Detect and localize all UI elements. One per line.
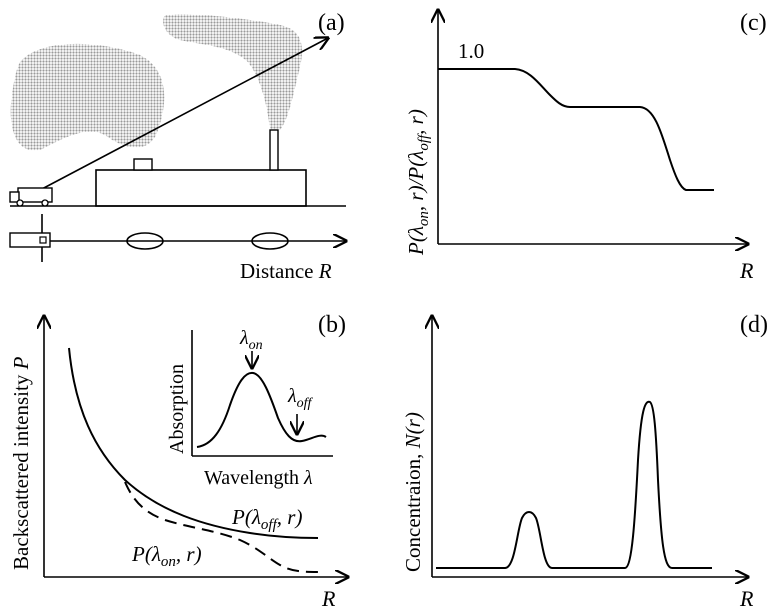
c-x-label: R: [739, 258, 754, 283]
d-concentration-curve: [436, 400, 712, 569]
panel-d-tag: (d): [740, 312, 768, 338]
panel-c-tag: (c): [740, 10, 767, 36]
inset-y-label: Absorption: [166, 364, 188, 454]
b-on-label: P(λon, r): [131, 542, 202, 570]
c-ratio-curve: [438, 68, 714, 191]
d-y-label: Concentraion, N(r): [401, 412, 425, 572]
factory-chimney: [269, 129, 279, 171]
b-x-label: R: [321, 586, 336, 610]
panel-a-tag: (a): [318, 10, 345, 36]
lidar-truck-icon: [9, 187, 53, 207]
distance-label: Distance R: [240, 259, 332, 283]
b-y-label: Backscattered intensity P: [9, 356, 33, 570]
panel-d: (d) R Concentraion, N(r): [401, 312, 768, 610]
plume-section-2: [251, 232, 289, 250]
inset-off-label: λoff: [287, 385, 314, 411]
b-off-label: P(λoff, r): [231, 505, 302, 533]
inset-on-label: λon: [239, 327, 263, 353]
panel-b-tag: (b): [318, 312, 346, 338]
d-x-label: R: [739, 586, 754, 610]
panel-b: (b) R Backscattered intensity P P(λoff, …: [9, 312, 348, 610]
panel-c: (c) R 1.0 P(λon, r)/P(λoff, r): [404, 10, 767, 283]
c-level-label: 1.0: [458, 39, 484, 63]
inset-x-label: Wavelength λ: [204, 467, 313, 489]
panel-a: (a) Distance R: [9, 10, 346, 283]
factory-roof-box: [133, 158, 153, 171]
factory-building: [95, 169, 307, 207]
c-y-label: P(λon, r)/P(λoff, r): [404, 109, 432, 256]
inset-absorption-curve: [196, 371, 327, 448]
top-view-schematic: [9, 214, 346, 262]
plume-section-1: [126, 232, 164, 250]
b-inset: Absorption Wavelength λ λon λoff: [166, 327, 333, 489]
laser-beam: [39, 38, 328, 191]
b-curve-off: [68, 347, 319, 539]
b-curve-on: [124, 481, 319, 573]
right-plume: [163, 14, 303, 130]
left-plume: [10, 43, 165, 151]
